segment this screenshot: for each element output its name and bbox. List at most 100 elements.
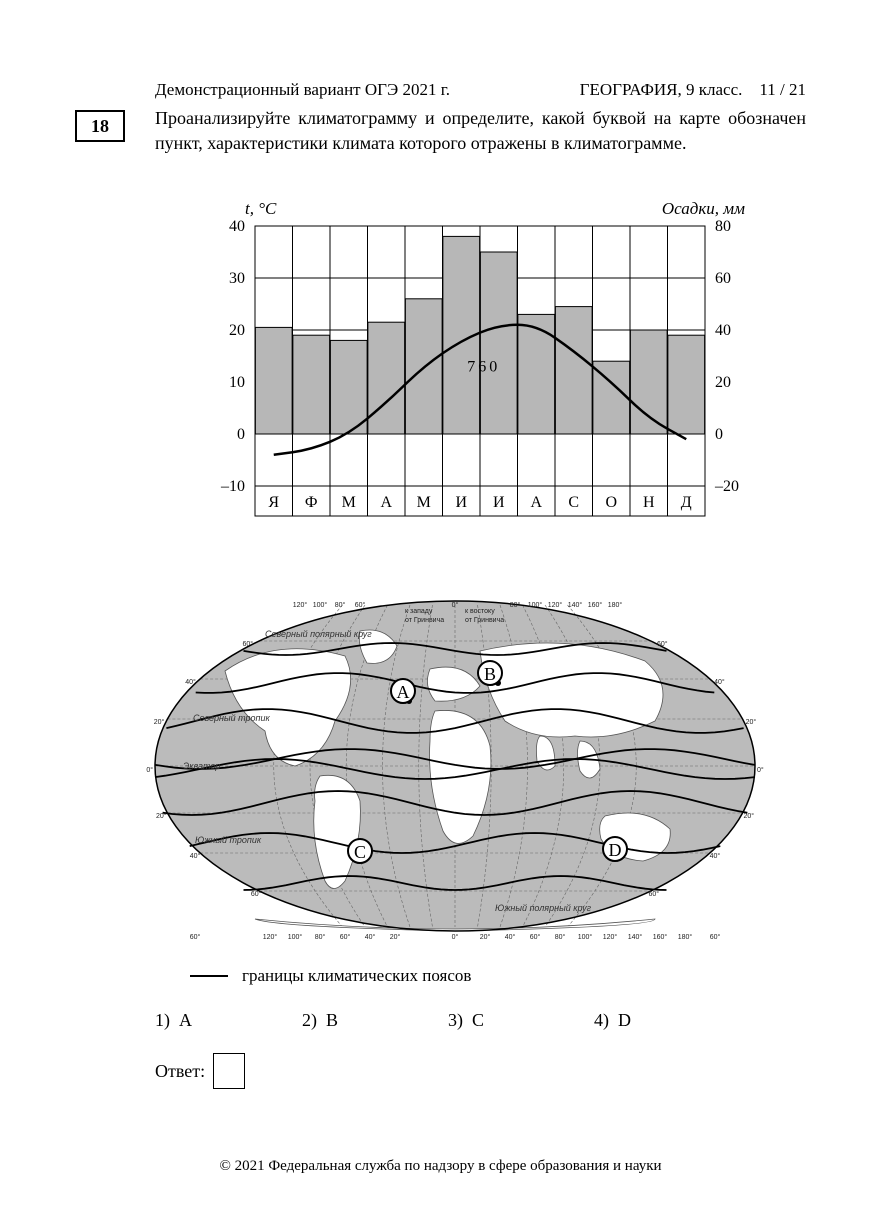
svg-text:Осадки, мм: Осадки, мм — [662, 199, 745, 218]
svg-text:180°: 180° — [608, 601, 623, 609]
svg-text:Ф: Ф — [305, 494, 318, 511]
legend-line-sample — [190, 975, 228, 977]
page-footer: © 2021 Федеральная служба по надзору в с… — [0, 1158, 881, 1175]
question-number: 18 — [75, 110, 125, 142]
svg-text:20: 20 — [715, 374, 731, 391]
svg-text:40°: 40° — [714, 678, 725, 686]
header-left: Демонстрационный вариант ОГЭ 2021 г. — [155, 80, 450, 100]
svg-text:t, °C: t, °C — [245, 199, 277, 218]
svg-text:0°: 0° — [452, 601, 459, 609]
svg-text:120°: 120° — [293, 601, 308, 609]
option-1[interactable]: 1) A — [155, 1010, 192, 1031]
svg-text:120°: 120° — [263, 933, 278, 941]
svg-text:60°: 60° — [242, 640, 253, 648]
svg-text:0: 0 — [715, 426, 723, 443]
svg-text:Северный тропик: Северный тропик — [193, 713, 270, 723]
svg-text:от Гринвича: от Гринвича — [405, 617, 444, 624]
svg-text:160°: 160° — [588, 601, 603, 609]
svg-text:к востоку: к востоку — [465, 608, 495, 615]
svg-text:20°: 20° — [156, 812, 167, 820]
svg-text:120°: 120° — [603, 933, 618, 941]
svg-text:–20: –20 — [714, 478, 739, 495]
map-legend: границы климатических поясов — [190, 966, 806, 986]
page-header: Демонстрационный вариант ОГЭ 2021 г. ГЕО… — [155, 80, 806, 100]
svg-text:60°: 60° — [649, 890, 660, 898]
svg-text:М: М — [342, 494, 356, 511]
world-map: Экватор Северный тропик Южный тропик Северн… — [135, 591, 806, 956]
svg-text:20: 20 — [229, 322, 245, 339]
svg-text:Д: Д — [681, 494, 692, 511]
svg-text:Я: Я — [268, 494, 279, 511]
svg-text:180°: 180° — [678, 933, 693, 941]
svg-text:100°: 100° — [578, 933, 593, 941]
header-subject: ГЕОГРАФИЯ, 9 класс. — [580, 80, 743, 99]
svg-text:0°: 0° — [757, 766, 764, 774]
climatogram-svg: t, °CОсадки, ммЯФМАМИИАСОНД–10010203040–… — [195, 196, 755, 566]
svg-text:160°: 160° — [653, 933, 668, 941]
svg-text:120°: 120° — [548, 601, 563, 609]
svg-text:20°: 20° — [480, 933, 491, 941]
header-right: ГЕОГРАФИЯ, 9 класс. 11 / 21 — [580, 80, 806, 100]
svg-text:И: И — [455, 494, 467, 511]
svg-text:от Гринвича: от Гринвича — [465, 617, 504, 624]
header-page: 11 / 21 — [759, 80, 806, 99]
svg-text:60°: 60° — [710, 933, 721, 941]
svg-text:20°: 20° — [390, 933, 401, 941]
option-2[interactable]: 2) B — [302, 1010, 338, 1031]
world-map-svg: Экватор Северный тропик Южный тропик Северн… — [135, 591, 775, 951]
svg-text:760: 760 — [467, 359, 500, 376]
svg-text:С: С — [568, 494, 579, 511]
svg-text:20°: 20° — [746, 718, 757, 726]
legend-text: границы климатических поясов — [242, 966, 471, 986]
svg-text:80°: 80° — [555, 933, 566, 941]
svg-text:к западу: к западу — [405, 608, 433, 615]
svg-text:140°: 140° — [568, 601, 583, 609]
svg-text:100°: 100° — [288, 933, 303, 941]
svg-text:–10: –10 — [220, 478, 245, 495]
svg-text:А: А — [380, 494, 392, 511]
svg-text:40°: 40° — [505, 933, 516, 941]
svg-text:Южный полярный круг: Южный полярный круг — [495, 903, 592, 913]
svg-text:Южный тропик: Южный тропик — [195, 835, 262, 845]
svg-text:80: 80 — [715, 218, 731, 235]
svg-text:40°: 40° — [190, 852, 201, 860]
answer-label: Ответ: — [155, 1061, 205, 1082]
svg-text:0°: 0° — [452, 933, 459, 941]
svg-text:40: 40 — [715, 322, 731, 339]
svg-text:40°: 40° — [185, 678, 196, 686]
svg-text:80°: 80° — [315, 933, 326, 941]
svg-text:0°: 0° — [146, 766, 153, 774]
svg-text:И: И — [493, 494, 505, 511]
svg-text:Северный полярный круг: Северный полярный круг — [265, 629, 372, 639]
svg-text:О: О — [605, 494, 617, 511]
svg-text:100°: 100° — [528, 601, 543, 609]
svg-text:А: А — [530, 494, 542, 511]
svg-text:100°: 100° — [313, 601, 328, 609]
svg-text:60°: 60° — [355, 601, 366, 609]
svg-text:80°: 80° — [510, 601, 521, 609]
svg-text:60°: 60° — [190, 933, 201, 941]
svg-text:40°: 40° — [710, 852, 721, 860]
svg-text:140°: 140° — [628, 933, 643, 941]
answer-row: Ответ: — [155, 1053, 806, 1089]
option-4[interactable]: 4) D — [594, 1010, 631, 1031]
svg-text:A: A — [397, 682, 410, 702]
question-text: Проанализируйте климатограмму и определи… — [155, 106, 806, 156]
answer-input-box[interactable] — [213, 1053, 245, 1089]
svg-text:0: 0 — [237, 426, 245, 443]
climatogram: t, °CОсадки, ммЯФМАМИИАСОНД–10010203040–… — [195, 196, 806, 571]
svg-text:Н: Н — [643, 494, 655, 511]
svg-text:60°: 60° — [657, 640, 668, 648]
answer-options: 1) A 2) B 3) C 4) D — [155, 1010, 806, 1031]
svg-text:10: 10 — [229, 374, 245, 391]
svg-text:20°: 20° — [154, 718, 165, 726]
svg-text:60°: 60° — [251, 890, 262, 898]
page: Демонстрационный вариант ОГЭ 2021 г. ГЕО… — [0, 0, 881, 1223]
svg-text:80°: 80° — [335, 601, 346, 609]
svg-text:30: 30 — [229, 270, 245, 287]
svg-text:40°: 40° — [365, 933, 376, 941]
svg-text:60°: 60° — [340, 933, 351, 941]
svg-text:Экватор: Экватор — [183, 761, 220, 771]
svg-text:B: B — [484, 664, 496, 684]
option-3[interactable]: 3) C — [448, 1010, 484, 1031]
